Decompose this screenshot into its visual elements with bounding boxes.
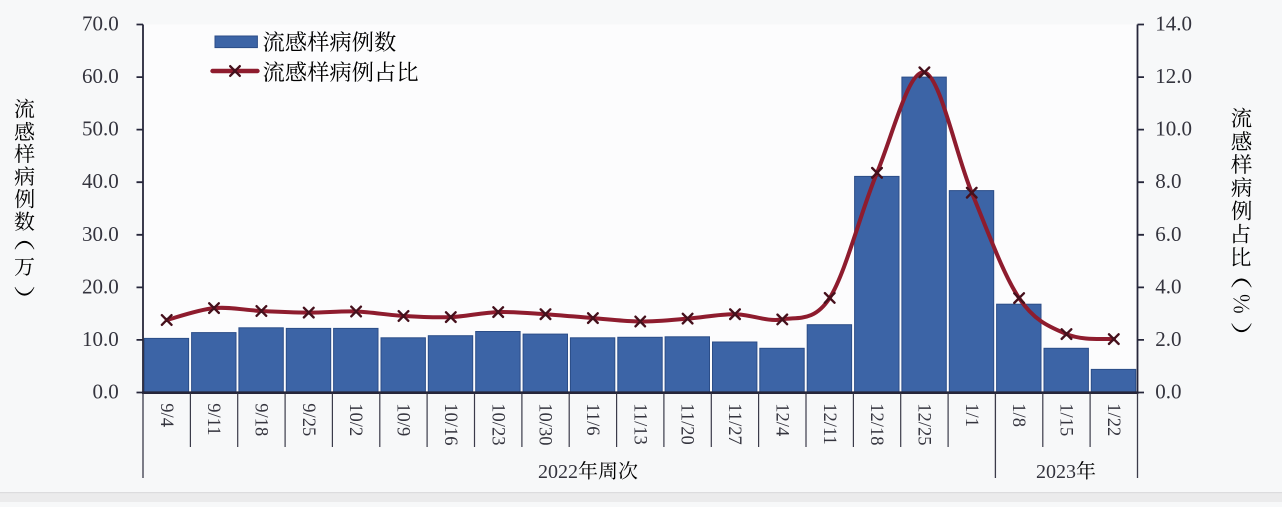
svg-text:12/18: 12/18: [866, 403, 886, 445]
svg-text:9/18: 9/18: [251, 403, 271, 436]
svg-text:0.0: 0.0: [93, 380, 119, 404]
svg-text:1/8: 1/8: [1008, 403, 1028, 427]
svg-text:11/6: 11/6: [582, 403, 602, 435]
svg-text:10/9: 10/9: [393, 403, 413, 436]
svg-text:12/25: 12/25: [914, 403, 934, 445]
svg-text:12/11: 12/11: [819, 403, 839, 444]
svg-text:4.0: 4.0: [1155, 274, 1181, 298]
svg-text:6.0: 6.0: [1155, 222, 1181, 246]
svg-text:2022: 2022: [538, 461, 578, 483]
svg-text:10/16: 10/16: [440, 403, 460, 445]
svg-text:2.0: 2.0: [1155, 327, 1181, 351]
svg-text:30.0: 30.0: [82, 222, 119, 246]
svg-text:11/20: 11/20: [677, 403, 697, 444]
svg-text:50.0: 50.0: [82, 117, 119, 141]
svg-text:9/4: 9/4: [156, 403, 176, 427]
svg-text:9/25: 9/25: [298, 403, 318, 436]
svg-text:10/30: 10/30: [535, 403, 555, 445]
svg-text:1/1: 1/1: [961, 403, 981, 427]
svg-text:1/15: 1/15: [1056, 403, 1076, 436]
svg-text:40.0: 40.0: [82, 169, 119, 193]
svg-text:70.0: 70.0: [82, 12, 119, 36]
svg-text:11/13: 11/13: [629, 403, 649, 444]
svg-text:20.0: 20.0: [82, 274, 119, 298]
svg-text:2023: 2023: [1036, 461, 1076, 483]
svg-text:10/23: 10/23: [487, 403, 507, 445]
svg-text:1/22: 1/22: [1103, 403, 1123, 436]
svg-text:10.0: 10.0: [1155, 117, 1192, 141]
svg-text:9/11: 9/11: [203, 403, 223, 435]
svg-text:14.0: 14.0: [1155, 12, 1192, 36]
svg-text:12.0: 12.0: [1155, 64, 1192, 88]
svg-text:10.0: 10.0: [82, 327, 119, 351]
svg-text:11/27: 11/27: [724, 403, 744, 444]
svg-text:0.0: 0.0: [1155, 380, 1181, 404]
svg-text:8.0: 8.0: [1155, 169, 1181, 193]
svg-text:12/4: 12/4: [771, 403, 791, 436]
svg-text:60.0: 60.0: [82, 64, 119, 88]
svg-text:10/2: 10/2: [345, 403, 365, 436]
